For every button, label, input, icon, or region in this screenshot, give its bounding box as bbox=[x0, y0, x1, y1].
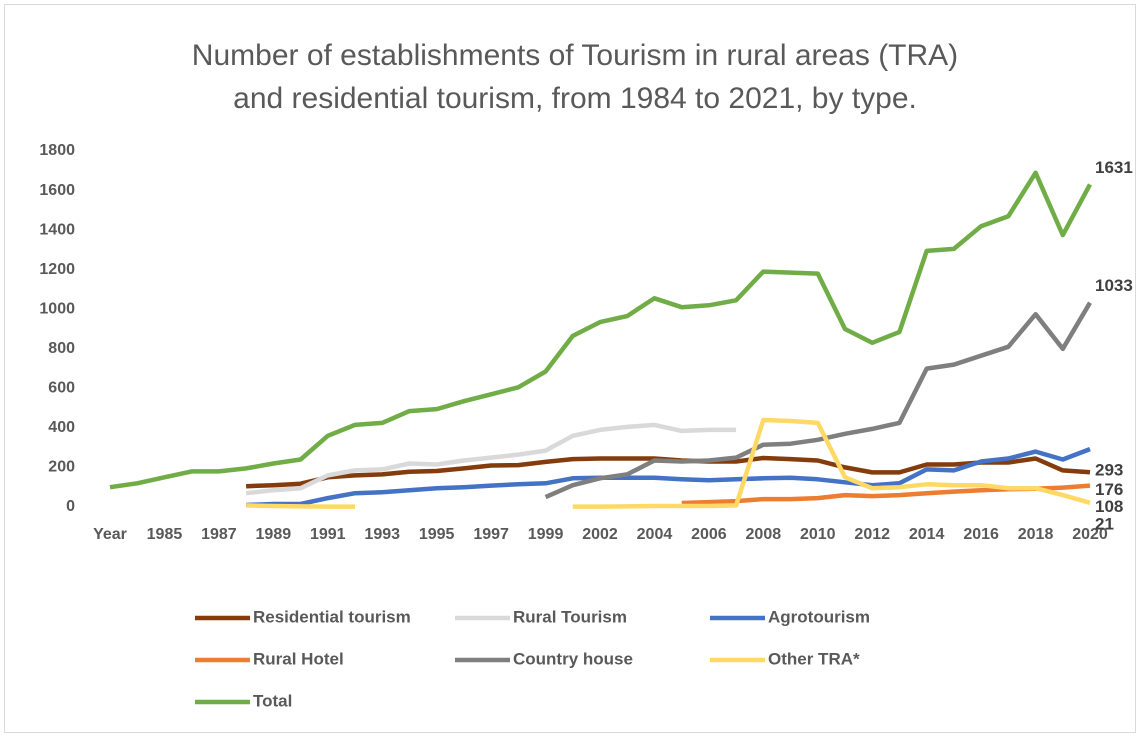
legend-label: Rural Tourism bbox=[513, 607, 627, 626]
x-tick-label: 2016 bbox=[963, 526, 999, 543]
legend-label: Residential tourism bbox=[253, 607, 411, 626]
x-tick-label: 1987 bbox=[201, 526, 237, 543]
y-tick-label: 800 bbox=[48, 340, 75, 357]
x-tick-label: 2006 bbox=[691, 526, 727, 543]
chart-frame bbox=[4, 4, 1136, 733]
y-tick-label: 0 bbox=[66, 498, 75, 515]
data-label: 1631 bbox=[1095, 158, 1133, 177]
series-line bbox=[544, 301, 1092, 500]
y-tick-label: 1000 bbox=[39, 300, 75, 317]
series-line bbox=[109, 170, 1092, 490]
x-tick-label: 2004 bbox=[637, 526, 673, 543]
chart-title: Number of establishments of Tourism in r… bbox=[192, 39, 958, 72]
y-tick-label: 200 bbox=[48, 459, 75, 476]
x-tick-label: 2014 bbox=[909, 526, 945, 543]
x-tick-label: 1985 bbox=[147, 526, 183, 543]
x-tick-label: 2020 bbox=[1072, 526, 1108, 543]
x-tick-label: 1995 bbox=[419, 526, 455, 543]
x-tick-label: 2002 bbox=[582, 526, 618, 543]
x-tick-label: 1999 bbox=[528, 526, 564, 543]
y-tick-label: 1400 bbox=[39, 221, 75, 238]
y-tick-label: 1800 bbox=[39, 142, 75, 159]
y-tick-label: 1600 bbox=[39, 182, 75, 199]
data-label: 21 bbox=[1095, 514, 1114, 533]
legend-label: Total bbox=[253, 691, 292, 710]
legend-label: Agrotourism bbox=[768, 607, 870, 626]
x-tick-label: 2010 bbox=[800, 526, 836, 543]
legend-label: Other TRA* bbox=[768, 649, 860, 668]
x-tick-label: 2012 bbox=[854, 526, 890, 543]
series-line bbox=[246, 446, 1091, 508]
x-tick-label: 1993 bbox=[364, 526, 400, 543]
legend-label: Rural Hotel bbox=[253, 649, 344, 668]
y-tick-label: 1200 bbox=[39, 261, 75, 278]
data-label: 176 bbox=[1095, 480, 1123, 499]
data-label: 108 bbox=[1095, 497, 1123, 516]
x-tick-label: 1989 bbox=[256, 526, 292, 543]
x-tick-label: 2018 bbox=[1018, 526, 1054, 543]
chart-title: and residential tourism, from 1984 to 20… bbox=[233, 82, 917, 115]
legend-label: Country house bbox=[513, 649, 633, 668]
series-line bbox=[245, 422, 737, 496]
series-line bbox=[246, 417, 1091, 509]
x-tick-label: Year bbox=[93, 526, 127, 543]
data-label: 1033 bbox=[1095, 276, 1133, 295]
y-tick-label: 600 bbox=[48, 380, 75, 397]
data-label: 293 bbox=[1095, 461, 1123, 480]
x-tick-label: 2008 bbox=[746, 526, 782, 543]
x-tick-label: 1997 bbox=[473, 526, 509, 543]
y-tick-label: 400 bbox=[48, 419, 75, 436]
x-tick-label: 1991 bbox=[310, 526, 346, 543]
